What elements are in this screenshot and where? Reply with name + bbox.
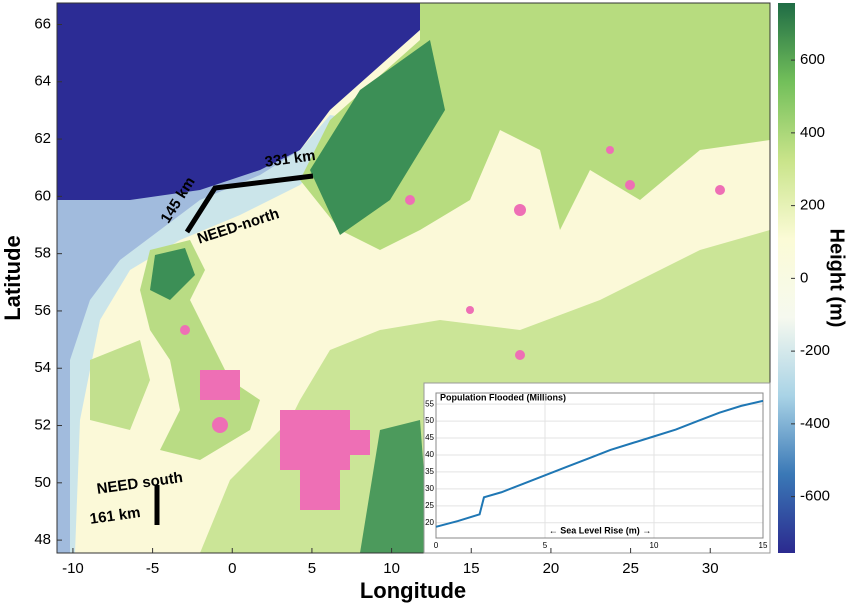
colorbar-tick-label: 400 [800,124,825,141]
inset-y-tick-label: 40 [425,450,434,459]
colorbar-tick-label: 200 [800,197,825,214]
y-tick-label: 50 [34,474,51,491]
inset-x-tick-label: 10 [650,541,659,550]
x-tick-label: 20 [543,560,560,577]
y-tick-label: 64 [34,73,51,90]
inset-y-tick-label: 50 [425,416,434,425]
inset-y-tick-label: 45 [425,433,434,442]
colorbar-tick-label: -200 [800,342,830,359]
x-tick-label: 0 [228,560,236,577]
x-tick-label: 15 [463,560,480,577]
inset-x-tick-label: 15 [759,541,768,550]
inset-y-tick-label: 30 [425,484,434,493]
colorbar-tick-label: 600 [800,51,825,68]
y-tick-label: 62 [34,130,51,147]
x-tick-label: 5 [308,560,316,577]
inset-x-tick-label: 5 [543,541,548,550]
inset-y-tick-label: 35 [425,467,434,476]
inset-y-tick-label: 25 [425,501,434,510]
colorbar [778,3,795,553]
annotation: 161 km [89,504,142,528]
y-tick-label: 54 [34,359,51,376]
y-tick-label: 56 [34,302,51,319]
y-tick-label: 66 [34,15,51,32]
inset-y-tick-label: 20 [425,518,434,527]
inset-x-tick-label: 0 [434,541,439,550]
line [435,399,764,528]
inset-panel [423,382,771,554]
colorbar-tick-label: -600 [800,488,830,505]
x-tick-label: 10 [383,560,400,577]
x-axis-label: Longitude [360,578,466,603]
x-tick-label: 25 [622,560,639,577]
y-tick-label: 52 [34,416,51,433]
map-background [56,2,771,554]
y-tick-label: 60 [34,187,51,204]
inset-y-tick-label: 55 [425,399,434,408]
x-tick-label: -5 [146,560,159,577]
y-axis-label: Latitude [0,235,25,321]
colorbar-label: Height (m) [826,229,848,328]
inset-title: Population Flooded (Millions) [440,392,566,402]
annotation: 331 km [264,147,317,171]
x-tick-label: -10 [62,560,84,577]
colorbar-tick-label: 0 [800,269,808,286]
x-tick-label: 30 [702,560,719,577]
colorbar-tick-label: -400 [800,415,830,432]
inset-axes [435,392,764,539]
y-tick-label: 58 [34,245,51,262]
y-tick-label: 48 [34,531,51,548]
inset-x-label: ← Sea Level Rise (m) → [549,525,652,535]
